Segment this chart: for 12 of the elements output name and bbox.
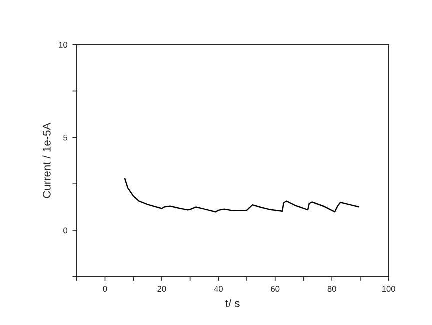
y-axis-title: Current / 1e-5A — [42, 122, 51, 198]
x-tick-label: 0 — [103, 286, 108, 292]
x-tick-label: 60 — [271, 286, 280, 292]
y-tick-label: 5 — [64, 134, 68, 141]
x-axis-title: t/ s — [226, 299, 240, 308]
x-tick-label: 80 — [328, 286, 336, 292]
x-tick-label: 20 — [158, 286, 166, 292]
line-series — [124, 178, 360, 213]
x-tick-label: 40 — [214, 286, 223, 292]
x-tick-label: 100 — [382, 286, 396, 292]
y-tick-label: 0 — [64, 228, 68, 234]
y-tick-label: 10 — [59, 42, 68, 48]
